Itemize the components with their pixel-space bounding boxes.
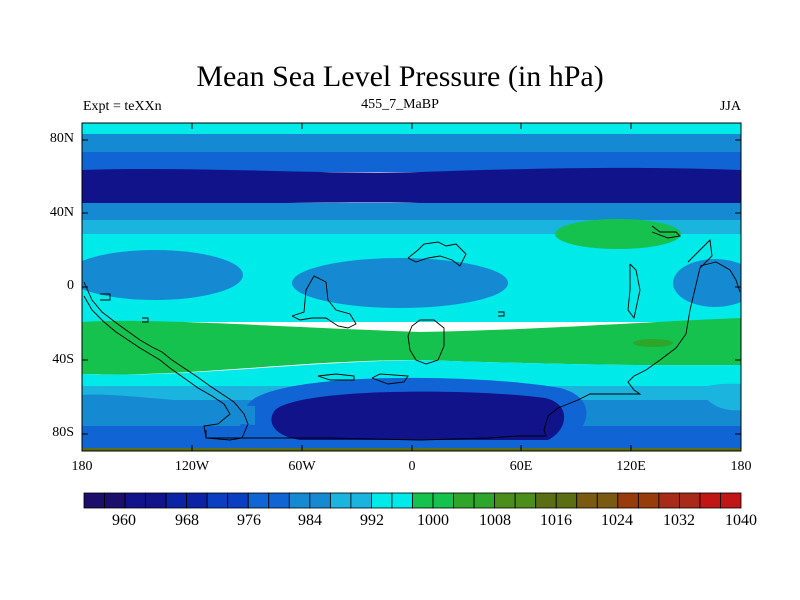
axis-ticks [81, 123, 742, 451]
colorbar-swatch [617, 492, 639, 509]
colorbar-label: 1016 [540, 512, 572, 529]
colorbar [83, 492, 742, 509]
band-arctic [82, 134, 741, 152]
lon-label-60e: 60E [509, 459, 533, 474]
colorbar-swatch [350, 492, 372, 509]
colorbar-swatch [555, 492, 578, 509]
feature-low-eastpacific [82, 250, 243, 300]
colorbar-swatch [268, 492, 290, 509]
colorbar-label: 1000 [417, 512, 449, 529]
lon-label-60w: 60W [288, 459, 316, 474]
feature-north-high [555, 219, 681, 249]
feature-southern-low [271, 391, 565, 440]
band-south-subtropical-high [82, 318, 741, 375]
colorbar-label: 984 [298, 512, 322, 529]
colorbar-swatch [186, 492, 208, 509]
colorbar-swatch [288, 492, 311, 509]
colorbar-swatch [720, 492, 742, 509]
lon-label-120e: 120E [616, 459, 646, 474]
experiment-label: Expt = teXXn [83, 99, 162, 114]
lon-label-120w: 120W [174, 459, 210, 474]
colorbar-label: 976 [237, 512, 261, 529]
colorbar-swatch [453, 492, 475, 509]
run-label: 455_7_MaBP [361, 97, 439, 112]
band-south-midlat [82, 360, 741, 386]
lon-label-0: 0 [408, 459, 416, 474]
colorbar-swatch [514, 492, 537, 509]
colorbar-swatch [432, 492, 454, 509]
colorbar-swatch [391, 492, 413, 509]
colorbar-label: 992 [360, 512, 384, 529]
band-high-lat [82, 152, 741, 172]
colorbar-label: 1008 [479, 512, 511, 529]
map-title: Mean Sea Level Pressure (in hPa) [196, 60, 604, 93]
colorbar-swatch [658, 492, 680, 509]
colorbar-swatch [637, 492, 660, 509]
colorbar-swatch [412, 492, 434, 509]
feature-low-westpacific [673, 259, 741, 307]
coastlines [83, 225, 741, 441]
colorbar-swatch [596, 492, 619, 509]
colorbar-label: 960 [112, 512, 136, 529]
colorbar-swatch [679, 492, 701, 509]
colorbar-swatch [206, 492, 229, 509]
colorbar-swatch [247, 492, 270, 509]
season-label: JJA [719, 99, 741, 114]
colorbar-swatch [124, 492, 146, 509]
lat-label-40n: 40N [49, 205, 74, 220]
feature-lobe-southeast [700, 383, 741, 411]
colorbar-swatch [329, 492, 352, 509]
colorbar-label: 1040 [725, 512, 757, 529]
feature-low-atlantic [292, 258, 508, 308]
band-midlat [82, 203, 741, 220]
colorbar-label: 968 [175, 512, 199, 529]
colorbar-label: 1032 [663, 512, 695, 529]
colorbar-swatch [309, 492, 331, 509]
colorbar-swatch [145, 492, 167, 509]
colorbar-swatch [165, 492, 188, 509]
colorbar-swatch [83, 492, 105, 509]
pressure-field [82, 123, 741, 451]
colorbar-swatch [699, 492, 721, 509]
colorbar-swatch [227, 492, 249, 509]
colorbar-swatch [494, 492, 516, 509]
colorbar-swatch [104, 492, 126, 509]
lat-label-40s: 40S [52, 352, 74, 367]
lon-label-180e: 180 [730, 459, 752, 474]
lat-label-0: 0 [67, 278, 74, 293]
colorbar-swatch [576, 492, 598, 509]
colorbar-swatch [371, 492, 393, 509]
lon-label-180w: 180 [71, 459, 93, 474]
feature-subtropical-high-core [633, 339, 673, 347]
lat-label-80n: 80N [49, 131, 74, 146]
band-storm-track [82, 167, 741, 204]
feature-lobe-southwest [82, 394, 255, 425]
lat-label-80s: 80S [52, 425, 74, 440]
colorbar-label: 1024 [601, 512, 633, 529]
colorbar-swatch [473, 492, 496, 509]
colorbar-swatch [535, 492, 557, 509]
